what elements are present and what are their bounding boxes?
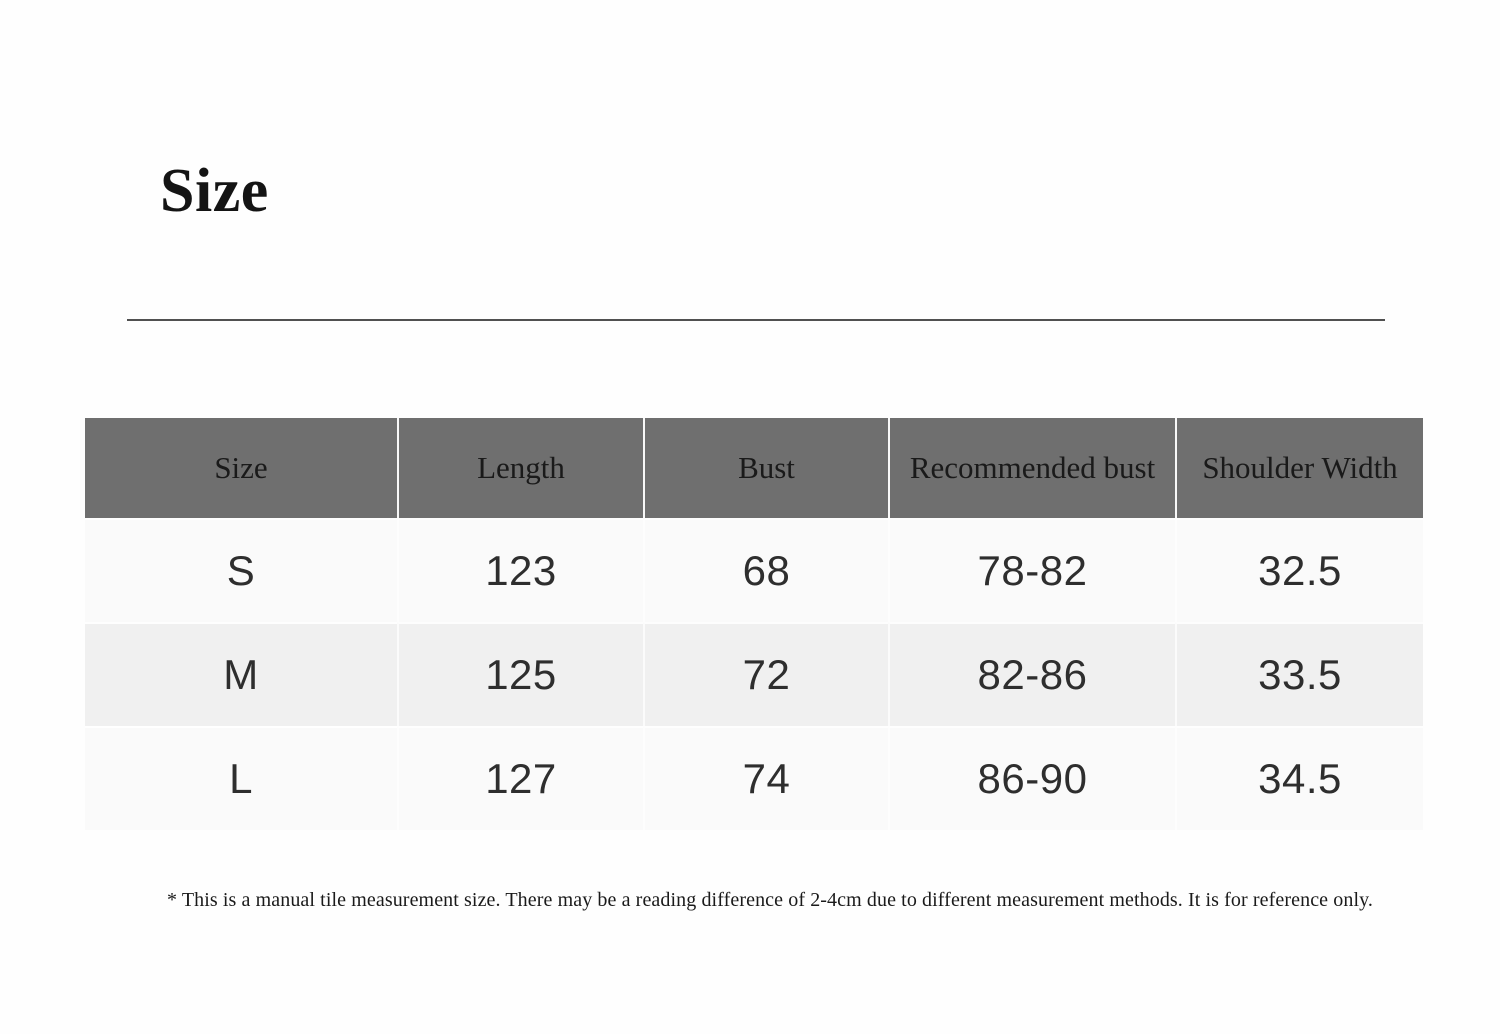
column-header: Size xyxy=(85,418,397,518)
column-header: Bust xyxy=(643,418,888,518)
table-cell: 123 xyxy=(397,518,643,622)
table-cell: 127 xyxy=(397,726,643,830)
table-header-row: Size Length Bust Recommended bust Shoulder W… xyxy=(85,418,1423,518)
table-row: M 125 72 82-86 33.5 xyxy=(85,622,1423,726)
size-label-cell: S xyxy=(85,518,397,622)
page-title: Size xyxy=(160,157,269,225)
table-cell: 72 xyxy=(643,622,888,726)
table-row: L 127 74 86-90 34.5 xyxy=(85,726,1423,830)
table-cell: 68 xyxy=(643,518,888,622)
size-label-cell: M xyxy=(85,622,397,726)
size-label-cell: L xyxy=(85,726,397,830)
table-cell: 86-90 xyxy=(888,726,1175,830)
column-header: Recommended bust xyxy=(888,418,1175,518)
column-header: Length xyxy=(397,418,643,518)
table-cell: 32.5 xyxy=(1175,518,1423,622)
table-cell: 74 xyxy=(643,726,888,830)
divider-line xyxy=(127,319,1385,321)
table-cell: 82-86 xyxy=(888,622,1175,726)
table-cell: 78-82 xyxy=(888,518,1175,622)
column-header: Shoulder Width xyxy=(1175,418,1423,518)
table-row: S 123 68 78-82 32.5 xyxy=(85,518,1423,622)
table-cell: 34.5 xyxy=(1175,726,1423,830)
size-table: Size Length Bust Recommended bust Shoulder W… xyxy=(85,418,1423,830)
footnote: * This is a manual tile measurement size… xyxy=(166,889,1374,911)
table-cell: 125 xyxy=(397,622,643,726)
table-cell: 33.5 xyxy=(1175,622,1423,726)
